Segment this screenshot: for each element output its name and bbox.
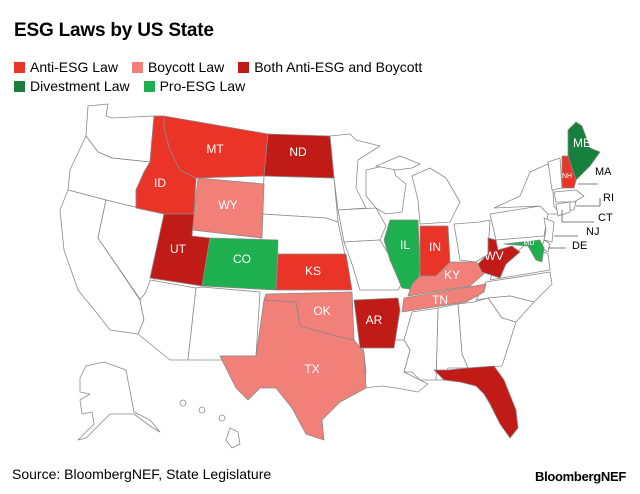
state-IA (337, 207, 387, 243)
label-ND: ND (289, 145, 307, 159)
state-ND (263, 133, 335, 179)
state-HI-1 (179, 399, 187, 407)
label-ID: ID (154, 176, 166, 190)
state-MD (503, 239, 545, 263)
state-ME (567, 121, 601, 181)
legend-row-2: Divestment Law Pro-ESG Law (14, 77, 422, 96)
state-TX (219, 299, 367, 441)
chart-title: ESG Laws by US State (14, 20, 214, 41)
legend-swatch-divestment (14, 81, 25, 92)
callout-RI: RI (603, 192, 614, 204)
label-ME: ME (573, 136, 591, 150)
state-WY (191, 177, 265, 239)
legend-item-anti-esg: Anti-ESG Law (14, 58, 118, 77)
state-MN (329, 133, 381, 211)
state-IL (383, 219, 421, 291)
label-MT: MT (206, 142, 224, 156)
state-MA (553, 189, 585, 203)
label-KS: KS (305, 264, 321, 278)
state-CT (555, 201, 571, 217)
state-HI-2 (198, 406, 206, 414)
state-NM (187, 286, 261, 361)
legend-item-pro-esg: Pro-ESG Law (143, 77, 246, 96)
state-TN (401, 283, 487, 313)
legend-swatch-boycott (131, 62, 143, 73)
state-WV (477, 237, 521, 279)
label-OK: OK (313, 304, 330, 318)
callouts: MA RI CT NJ DE (548, 166, 614, 252)
label-NH: NH (562, 173, 572, 180)
label-UT: UT (170, 242, 187, 256)
legend-swatch-both (238, 62, 250, 73)
filled-states (135, 115, 601, 441)
leader-RI (576, 198, 601, 207)
legend-item-boycott: Boycott Law (131, 58, 225, 77)
callout-DE: DE (572, 240, 587, 252)
label-FL: FL (469, 386, 483, 400)
legend-swatch-anti-esg (14, 62, 25, 73)
callout-CT: CT (598, 212, 613, 224)
label-WY: WY (218, 198, 237, 212)
state-KS (275, 253, 353, 291)
state-AK (77, 361, 161, 441)
legend-label: Both Anti-ESG and Boycott (254, 59, 423, 75)
leader-CT (561, 210, 594, 223)
legend-item-both: Both Anti-ESG and Boycott (238, 58, 422, 77)
unfilled-states (59, 103, 585, 449)
legend-label: Divestment Law (30, 78, 130, 94)
label-TX: TX (304, 362, 319, 376)
state-RI (569, 201, 577, 211)
legend-item-divestment: Divestment Law (14, 77, 130, 96)
source-note: Source: BloombergNEF, State Legislature (12, 466, 272, 482)
state-WI (365, 163, 407, 215)
label-IN: IN (429, 240, 441, 254)
state-MS (403, 307, 439, 381)
legend-row-1: Anti-ESG Law Boycott Law Both Anti-ESG a… (14, 58, 422, 77)
legend-label: Anti-ESG Law (30, 59, 118, 75)
state-PA (489, 205, 549, 241)
state-FL (433, 365, 519, 439)
callout-NJ: NJ (586, 226, 599, 238)
legend-label: Boycott Law (147, 59, 225, 75)
state-HI-3 (218, 414, 226, 422)
state-AR (353, 297, 401, 349)
legend-label: Pro-ESG Law (159, 78, 246, 94)
label-KY: KY (444, 268, 460, 282)
state-AZ (137, 279, 197, 361)
state-labels: MT ID ND WY UT CO KS OK TX AR IL IN KY T… (154, 136, 591, 400)
state-MI (375, 155, 461, 225)
label-TN: TN (432, 293, 448, 307)
state-AL (435, 303, 469, 381)
label-CO: CO (233, 252, 251, 266)
state-NJ (543, 217, 555, 243)
legend: Anti-ESG Law Boycott Law Both Anti-ESG a… (14, 58, 422, 96)
state-HI-big (225, 427, 241, 449)
label-WV: WV (484, 249, 503, 263)
label-IL: IL (400, 238, 410, 252)
state-NH (561, 155, 577, 189)
brand-logo: BloombergNEF (534, 469, 626, 484)
label-MD: MD (524, 240, 535, 247)
legend-swatch-pro-esg (143, 81, 155, 92)
label-AR: AR (366, 313, 383, 327)
state-NY (493, 163, 561, 215)
callout-MA: MA (595, 166, 612, 178)
